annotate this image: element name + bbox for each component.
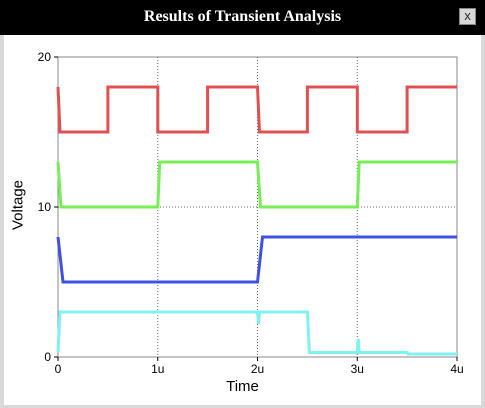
close-button[interactable]: x	[459, 8, 476, 25]
x-tick-label: 1u	[151, 362, 164, 376]
series-line-1	[56, 85, 457, 134]
x-axis-title: Time	[226, 378, 259, 395]
x-tick-label: 2u	[251, 362, 264, 376]
y-tick-label: 0	[44, 350, 51, 364]
y-tick-label: 10	[38, 200, 52, 214]
series-line-3	[56, 235, 457, 284]
x-tick-label: 3u	[351, 362, 364, 376]
title-bar[interactable]: Results of Transient Analysis x	[0, 0, 485, 35]
y-axis-title: Voltage	[9, 179, 27, 231]
series-line-2	[56, 160, 457, 209]
series-line-4	[56, 310, 457, 356]
window-title: Results of Transient Analysis	[143, 8, 342, 25]
plot-area	[4, 35, 481, 405]
y-tick-label: 20	[38, 50, 52, 64]
x-tick-label: 0	[55, 362, 62, 376]
x-tick-label: 4u	[450, 362, 463, 376]
